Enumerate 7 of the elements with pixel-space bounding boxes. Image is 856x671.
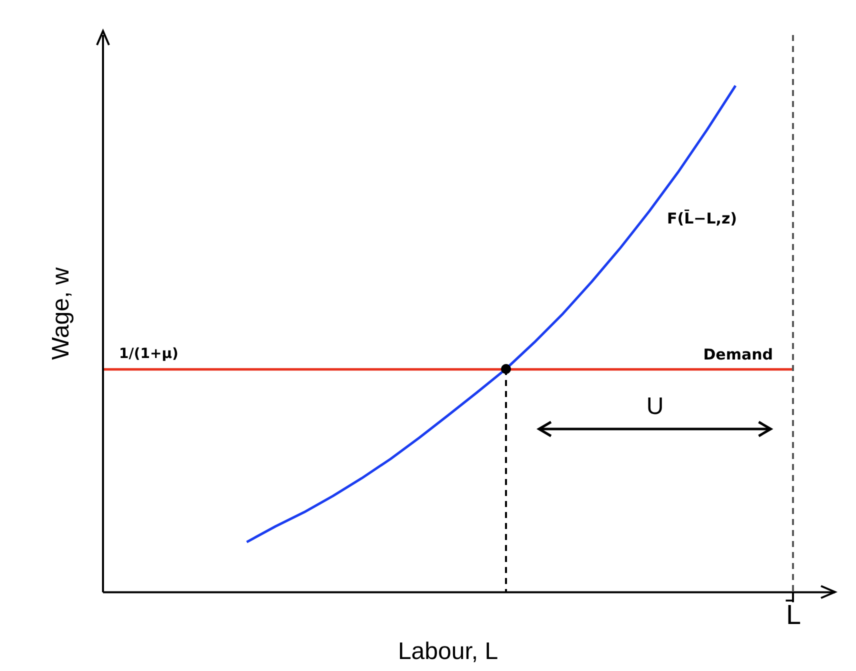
annotation: U [646,392,664,420]
series-label: Demand [703,346,773,364]
series-label: F(L̄−L,z) [666,208,738,228]
x-axis-title: Labour, L [398,638,498,666]
text: L̄ [785,599,801,631]
y-axis-title: Wage, w [48,266,75,360]
annotation: 1/(1+μ) [119,346,178,362]
